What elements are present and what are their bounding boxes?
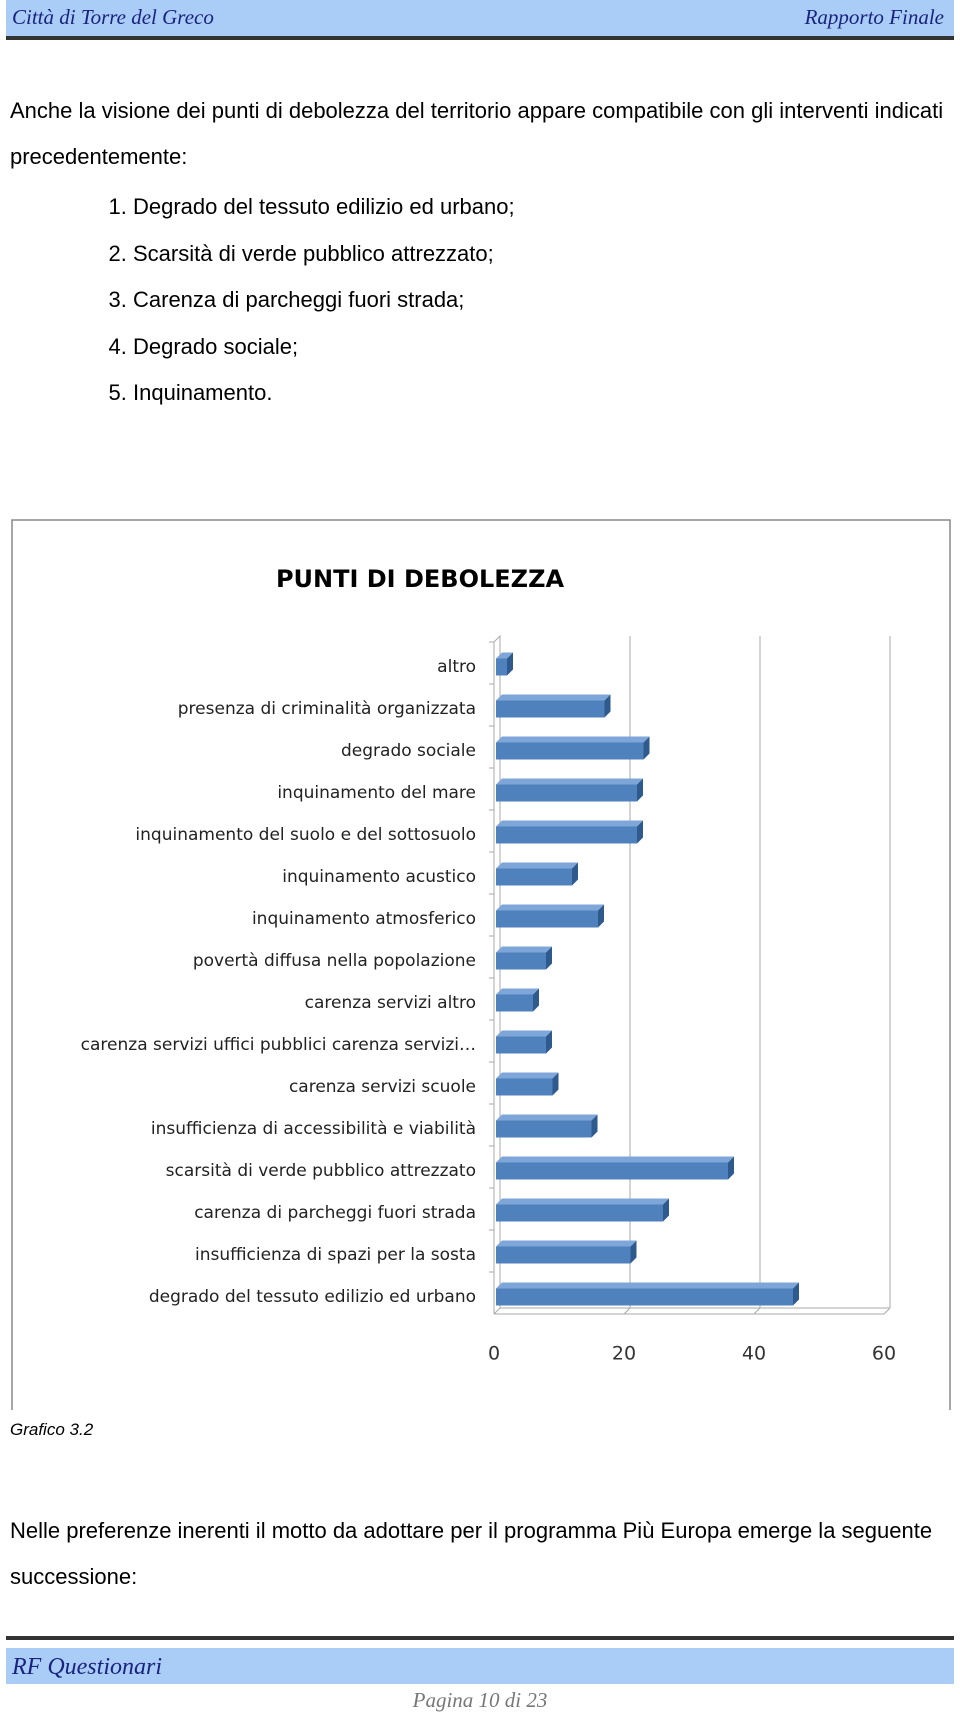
list-item: Degrado del tessuto edilizio ed urbano;: [133, 184, 515, 231]
footer-left: RF Questionari: [12, 1654, 162, 1680]
paragraph: Anche la visione dei punti di debolezza …: [10, 98, 944, 169]
y-tick-label: inquinamento atmosferico: [252, 909, 476, 929]
grid-line: [883, 1307, 891, 1315]
list-item: Inquinamento.: [133, 370, 515, 417]
page-number: Pagina 10 di 23: [412, 1688, 548, 1712]
bar-side: [637, 820, 643, 844]
bar: [496, 742, 644, 760]
y-tick-label: inquinamento del suolo e del sottosuolo: [135, 825, 476, 845]
bar-side: [728, 1156, 734, 1180]
bar-side: [643, 736, 650, 760]
y-tick-label: altro: [437, 657, 476, 677]
bar-top: [496, 1030, 552, 1037]
y-tick-label: degrado del tessuto edilizio ed urbano: [149, 1287, 476, 1307]
header-left: Città di Torre del Greco: [12, 5, 214, 29]
y-tick-label: carenza servizi scuole: [289, 1077, 476, 1097]
bar-top: [496, 820, 643, 827]
x-tick-label: 20: [612, 1343, 636, 1365]
y-tick-label: inquinamento acustico: [282, 867, 476, 887]
y-tick-label: carenza servizi altro: [305, 993, 476, 1013]
bar: [496, 1036, 546, 1054]
caption: Grafico 3.2: [10, 1420, 94, 1439]
bar-top: [496, 736, 650, 743]
bar: [496, 658, 507, 676]
bar-top: [496, 904, 604, 911]
header-right: Rapporto Finale: [804, 5, 944, 29]
bar-side: [533, 988, 539, 1012]
y-tick-label: insufficienza di accessibilità e viabili…: [151, 1119, 476, 1139]
bar-side: [793, 1282, 799, 1306]
y-tick-label: degrado sociale: [341, 741, 476, 761]
bar-side: [630, 1240, 637, 1264]
x-tick-label: 40: [742, 1343, 766, 1365]
bar: [496, 868, 572, 886]
bar-top: [496, 1282, 799, 1289]
list-item: Scarsità di verde pubblico attrezzato;: [133, 231, 515, 278]
y-tick-label: inquinamento del mare: [277, 783, 476, 803]
x-tick-label: 60: [872, 1343, 896, 1365]
bar: [496, 910, 598, 928]
bar: [496, 952, 546, 970]
footer-band: RF Questionari: [6, 1648, 954, 1684]
bar: [496, 826, 637, 844]
y-tick-label: insufficienza di spazi per la sosta: [195, 1245, 476, 1265]
bar: [496, 1246, 631, 1264]
bar-top: [496, 1240, 637, 1247]
y-tick-label: povertà diffusa nella popolazione: [193, 951, 476, 971]
list: Degrado del tessuto edilizio ed urbano; …: [88, 184, 515, 417]
bar-side: [591, 1114, 598, 1138]
grid-line: [493, 1307, 501, 1315]
paragraph: Nelle preferenze inerenti il motto da ad…: [10, 1518, 933, 1589]
bar-top: [496, 1114, 598, 1121]
bar-top: [496, 1156, 734, 1163]
bar-top: [496, 988, 539, 995]
bar-top: [496, 946, 552, 953]
bar: [496, 994, 533, 1012]
bar-top: [496, 694, 611, 701]
bar-side: [598, 904, 604, 928]
bar: [496, 1204, 663, 1222]
bar: [496, 784, 637, 802]
bar-side: [546, 1030, 552, 1054]
grid-line: [623, 1307, 631, 1315]
bar-side: [604, 694, 611, 718]
y-tick-label: presenza di criminalità organizzata: [178, 699, 476, 719]
chart-border: [11, 519, 951, 1410]
bar-top: [496, 1198, 669, 1205]
x-tick-label: 0: [488, 1343, 500, 1365]
list-item: Carenza di parcheggi fuori strada;: [133, 277, 515, 324]
bar: [496, 1120, 592, 1138]
bar-top: [496, 652, 513, 659]
bar-side: [637, 778, 643, 802]
bar-top: [496, 778, 643, 785]
header-band: Città di Torre del Greco Rapporto Finale: [6, 0, 954, 36]
y-tick-label: carenza servizi uffici pubblici carenza …: [81, 1035, 476, 1055]
bar-side: [546, 946, 552, 970]
bar-top: [496, 862, 578, 869]
bar-side: [572, 862, 578, 886]
bar-side: [663, 1198, 669, 1222]
header-rule: [6, 36, 954, 40]
y-tick-label: scarsità di verde pubblico attrezzato: [166, 1161, 476, 1181]
bar: [496, 1288, 793, 1306]
footer-rule: [6, 1636, 954, 1640]
bar: [496, 700, 605, 718]
chart: PUNTI DI DEBOLEZZA 0 20 40 60 altro presenza …: [11, 519, 951, 1410]
grid-line: [753, 1307, 761, 1315]
bar-side: [552, 1072, 559, 1096]
bar: [496, 1078, 553, 1096]
bar-top: [496, 1072, 559, 1079]
y-tick-label: carenza di parcheggi fuori strada: [194, 1203, 476, 1223]
bar-side: [507, 652, 513, 676]
bar: [496, 1162, 728, 1180]
chart-title: PUNTI DI DEBOLEZZA: [276, 565, 565, 593]
list-item: Degrado sociale;: [133, 324, 515, 371]
